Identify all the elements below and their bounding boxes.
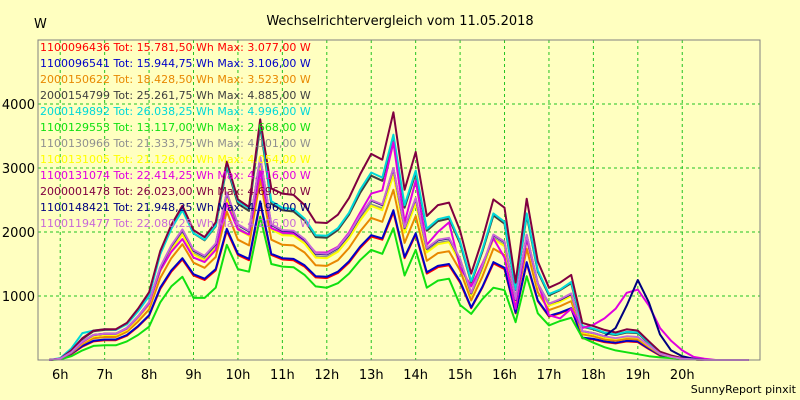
footer-credit: SunnyReport pinxit [691,383,797,396]
x-tick-label-5: 11h [270,368,295,383]
y-tick-label-0: 1000 [2,290,35,305]
series-line-11 [48,156,749,361]
x-tick-labels: 6h 7h 8h 9h 10h 11h 12h 13h 14h 15h 16h 17h 18h 19h 20… [52,368,695,383]
chart-title: Wechselrichtervergleich vom 11.05.2018 [266,14,533,29]
legend-entry-9: 2000001478 Tot: 26.023,00 Wh Max: 4.696,… [40,185,311,198]
series-line-5 [49,215,749,361]
x-tick-label-0: 6h [52,368,69,383]
x-tick-label-11: 17h [537,368,562,383]
series-lines [48,111,749,361]
legend-entry-7: 1100131005 Tot: 21.126,00 Wh Max: 4.054,… [40,153,311,166]
legend-entry-3: 2000154799 Tot: 25.261,75 Wh Max: 4.885,… [40,89,311,102]
series-line-1 [48,200,749,361]
x-tick-label-3: 9h [185,368,202,383]
x-tick-label-1: 7h [96,368,113,383]
y-tick-label-3: 4000 [2,98,35,113]
y-tick-labels: 1000 2000 3000 4000 [2,98,35,305]
y-axis-unit-label: W [34,17,47,32]
x-tick-label-10: 16h [492,368,517,383]
x-tick-label-12: 18h [581,368,606,383]
legend-entry-10: 1100148421 Tot: 21.948,25 Wh Max: 4.196,… [40,201,311,214]
series-line-4 [48,120,749,361]
legend: 1100096436 Tot: 15.781,50 Wh Max: 3.077,… [40,41,311,230]
series-line-9 [48,111,749,361]
x-tick-label-14: 20h [670,368,695,383]
legend-entry-5: 1100129553 Tot: 13.117,00 Wh Max: 2.668,… [40,121,311,134]
legend-entry-8: 1100131074 Tot: 22.414,25 Wh Max: 4.716,… [40,169,311,182]
legend-entry-1: 1100096541 Tot: 15.944,75 Wh Max: 3.106,… [40,57,311,70]
x-tick-label-8: 14h [403,368,428,383]
series-line-2 [48,178,749,361]
x-tick-label-9: 15h [448,368,473,383]
legend-entry-2: 2000150622 Tot: 18.428,50 Wh Max: 3.523,… [40,73,311,86]
legend-entry-4: 2000149892 Tot: 26.038,25 Wh Max: 4.996,… [40,105,311,118]
legend-entry-6: 1100130966 Tot: 21.333,75 Wh Max: 4.101,… [40,137,311,150]
x-tick-label-7: 13h [359,368,384,383]
y-tick-label-2: 3000 [2,162,35,177]
x-tick-label-2: 8h [141,368,158,383]
y-tick-label-1: 2000 [2,226,35,241]
x-tick-label-6: 12h [314,368,339,383]
x-tick-label-13: 19h [625,368,650,383]
legend-entry-11: 1100119477 Tot: 22.080,25 Wh Max: 4.206,… [40,217,311,230]
x-tick-label-4: 10h [226,368,251,383]
plot-frame [37,39,761,361]
legend-entry-0: 1100096436 Tot: 15.781,50 Wh Max: 3.077,… [40,41,311,54]
